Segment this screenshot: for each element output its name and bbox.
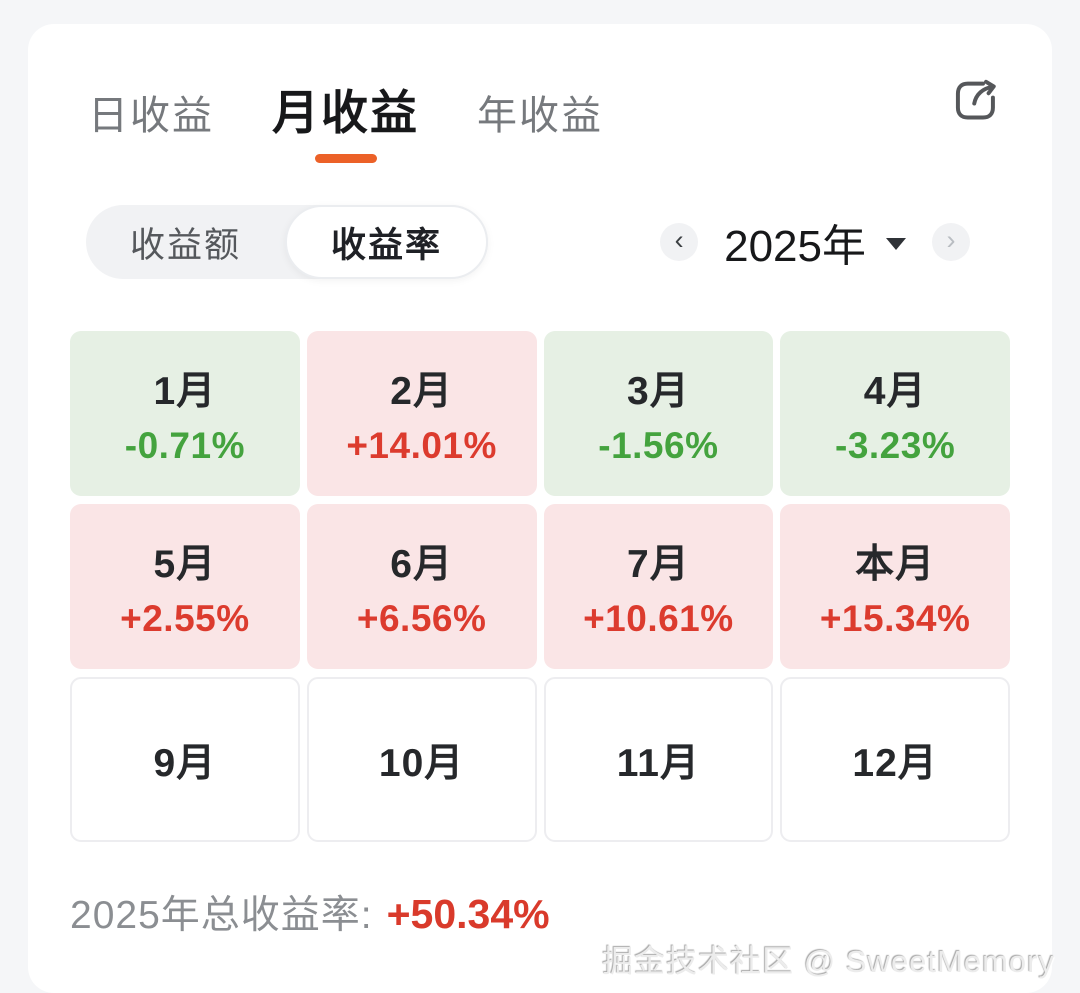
chevron-left-icon: ‹	[674, 224, 684, 255]
share-export-icon	[955, 79, 996, 120]
month-return-value: -3.23%	[835, 425, 956, 466]
month-return-value: +6.56%	[356, 598, 487, 639]
month-label: 5月	[153, 543, 217, 586]
month-return-value: +14.01%	[346, 425, 497, 466]
period-tabs: 日收益 月收益 年收益	[68, 74, 1012, 163]
month-label: 7月	[627, 543, 690, 586]
toggle-rate-label: 收益率	[331, 225, 443, 265]
year-dropdown[interactable]: 2025年	[724, 210, 906, 274]
month-cell-apr[interactable]: 4月 -3.23%	[780, 331, 1010, 496]
month-cell-may[interactable]: 5月 +2.55%	[70, 504, 300, 669]
month-return-value: +10.61%	[583, 598, 734, 639]
month-cell-mar[interactable]: 3月 -1.56%	[543, 331, 774, 496]
next-year-button[interactable]: ›	[932, 223, 970, 261]
month-grid: 1月 -0.71% 2月 +14.01% 3月 -1.56% 4月 -3.23%…	[68, 331, 1012, 842]
yearly-summary: 2025年总收益率: +50.34%	[68, 884, 1012, 940]
month-cell-oct[interactable]: 10月	[306, 677, 537, 842]
tab-yearly-returns[interactable]: 年收益	[477, 83, 603, 161]
month-label: 4月	[863, 370, 927, 413]
month-label: 2月	[390, 370, 453, 413]
month-cell-nov[interactable]: 11月	[543, 677, 774, 842]
tab-daily-returns[interactable]: 日收益	[88, 83, 214, 161]
month-label: 1月	[153, 370, 217, 413]
returns-card: 日收益 月收益 年收益 收益额 收益率 ‹	[28, 24, 1052, 993]
tab-monthly-returns[interactable]: 月收益	[272, 74, 419, 163]
month-return-value: -1.56%	[598, 425, 719, 466]
month-label: 12月	[852, 741, 938, 785]
month-return-value: -0.71%	[124, 425, 245, 466]
month-return-value: +2.55%	[120, 598, 250, 639]
toggle-amount-label: 收益额	[130, 225, 242, 265]
month-return-value: +15.34%	[819, 598, 971, 639]
year-picker: ‹ 2025年 ›	[660, 210, 970, 274]
controls-row: 收益额 收益率 ‹ 2025年 ›	[68, 205, 1012, 279]
month-cell-jul[interactable]: 7月 +10.61%	[543, 504, 774, 669]
tab-yearly-label: 年收益	[477, 94, 603, 138]
tab-daily-label: 日收益	[88, 94, 214, 138]
active-tab-underline	[314, 154, 377, 163]
month-cell-feb[interactable]: 2月 +14.01%	[306, 331, 537, 496]
month-cell-dec[interactable]: 12月	[780, 677, 1010, 842]
amount-rate-toggle: 收益额 收益率	[86, 205, 489, 279]
toggle-option-amount[interactable]: 收益额	[86, 205, 285, 279]
previous-year-button[interactable]: ‹	[660, 223, 699, 261]
month-label: 11月	[616, 741, 700, 785]
month-label: 6月	[390, 543, 453, 586]
month-cell-current[interactable]: 本月 +15.34%	[780, 504, 1010, 669]
month-label: 9月	[153, 741, 217, 785]
year-label: 2025年	[724, 222, 866, 271]
tab-monthly-label: 月收益	[272, 86, 419, 139]
month-label: 3月	[627, 370, 690, 413]
toggle-option-rate[interactable]: 收益率	[285, 205, 489, 279]
summary-value: +50.34%	[386, 891, 550, 937]
watermark: 掘金技术社区 @ SweetMemory	[602, 944, 1055, 979]
share-button[interactable]	[948, 72, 1004, 128]
summary-label: 2025年总收益率:	[70, 894, 373, 937]
month-cell-jun[interactable]: 6月 +6.56%	[306, 504, 537, 669]
month-cell-sep[interactable]: 9月	[70, 677, 300, 842]
chevron-right-icon: ›	[946, 224, 956, 255]
month-cell-jan[interactable]: 1月 -0.71%	[70, 331, 300, 496]
month-label: 10月	[378, 741, 465, 785]
caret-down-icon	[886, 238, 906, 250]
month-label: 本月	[855, 543, 936, 586]
